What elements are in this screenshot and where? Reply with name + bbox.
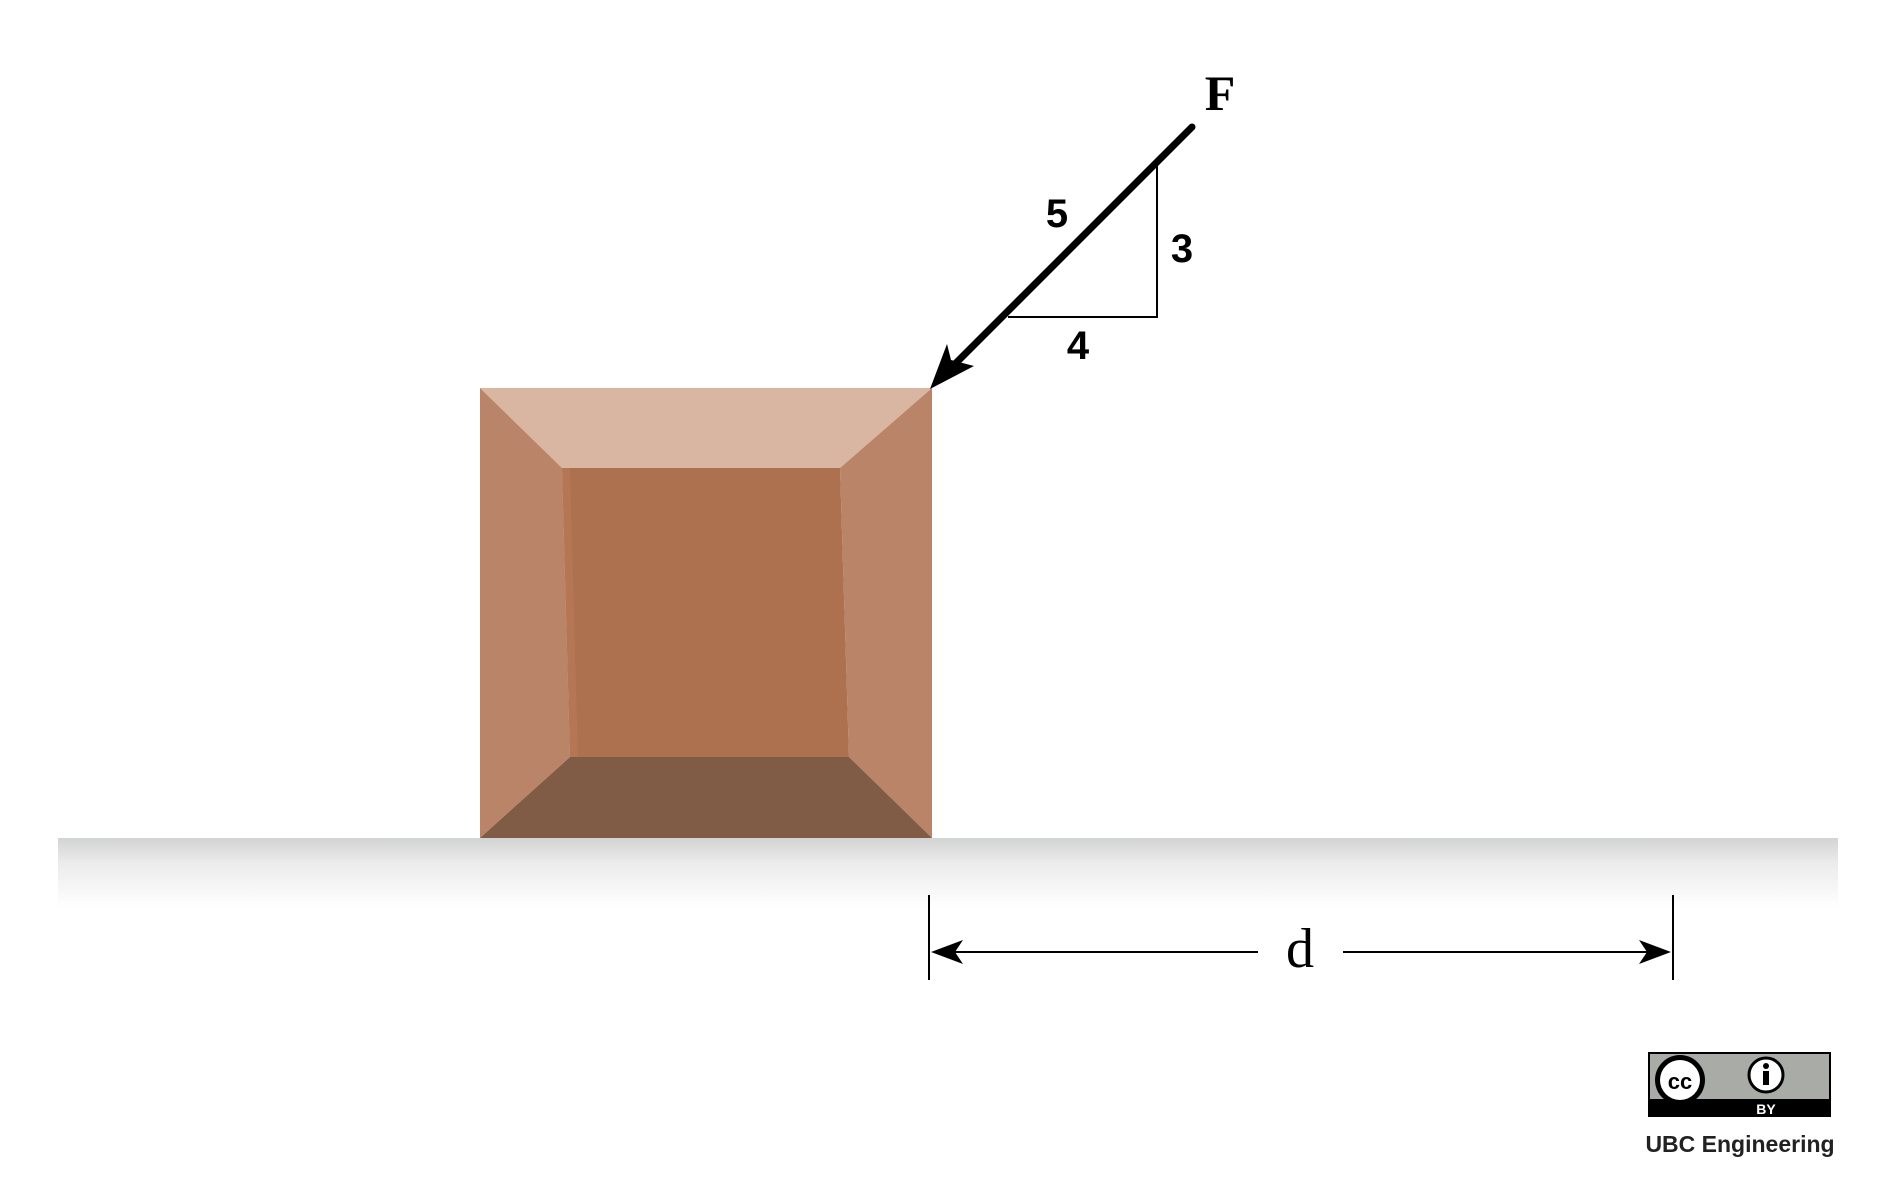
dimension-label: d [1286,918,1314,980]
slope-hypotenuse-label: 5 [1046,192,1068,236]
by-label: BY [1756,1101,1776,1117]
dimension-d: d [928,895,1674,980]
attribution-text: UBC Engineering [1645,1131,1834,1157]
slope-run-label: 4 [1067,324,1090,368]
box-left-bevel [480,388,570,838]
box-top-bevel [480,388,932,468]
slope-rise-label: 3 [1171,227,1193,271]
by-person-head [1763,1063,1769,1069]
box-bottom-bevel [480,757,932,838]
force-arrow [930,123,1196,389]
force-label: F [1205,65,1236,121]
ground-surface [58,838,1838,908]
dimension-right-arrowhead-icon [1639,940,1671,964]
dimension-left-arrowhead-icon [931,940,963,964]
box [480,388,932,838]
cc-by-license-badge: cc BY UBC Engineering [1645,1052,1835,1157]
force-arrow-shaft [951,123,1196,368]
cc-icon-inner [1660,1060,1700,1100]
box-inner-shade [562,468,578,757]
slope-triangle [1008,165,1158,318]
by-person-body [1763,1071,1769,1085]
cc-icon-text: cc [1668,1069,1692,1094]
box-front-face [562,468,849,757]
force-arrowhead-icon [930,344,974,389]
box-right-bevel [840,388,932,838]
